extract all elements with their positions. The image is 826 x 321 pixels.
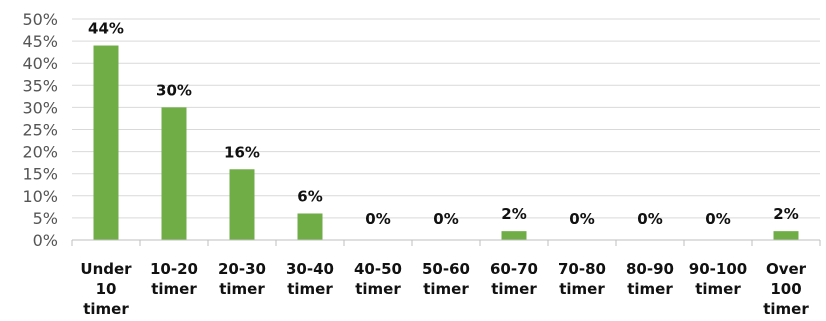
y-tick-label: 5%: [33, 209, 58, 228]
data-label: 44%: [88, 20, 124, 38]
y-tick-label: 50%: [22, 10, 58, 29]
y-axis: 0% 5% 10% 15% 20% 25% 30% 35% 40% 45% 50%: [22, 10, 58, 250]
category-label: 60-70 timer: [490, 260, 538, 298]
data-label: 0%: [365, 210, 390, 228]
data-label: 30%: [156, 81, 192, 99]
bar: [297, 213, 323, 240]
y-tick-label: 15%: [22, 165, 58, 184]
y-tick-label: 45%: [22, 32, 58, 51]
data-label: 0%: [433, 210, 458, 228]
bar: [161, 107, 187, 241]
y-tick-label: 35%: [22, 76, 58, 95]
y-tick-label: 40%: [22, 54, 58, 73]
category-label: 10-20 timer: [150, 260, 198, 298]
data-label: 6%: [297, 187, 322, 205]
y-tick-label: 20%: [22, 143, 58, 162]
bar: [501, 231, 527, 240]
category-label: 70-80 timer: [558, 260, 606, 298]
bars: [93, 45, 799, 241]
category-label: Under 10 timer: [80, 260, 132, 318]
data-labels: 44% 30% 16% 6% 0% 0% 2% 0% 0% 0% 2%: [88, 20, 799, 228]
data-label: 2%: [773, 205, 798, 223]
data-label: 0%: [569, 210, 594, 228]
bar: [229, 169, 255, 240]
category-label: 80-90 timer: [626, 260, 674, 298]
category-label: Over 100 timer: [763, 260, 809, 318]
y-tick-label: 0%: [33, 231, 58, 250]
y-tick-label: 25%: [22, 121, 58, 140]
data-label: 16%: [224, 143, 260, 161]
gridlines: [72, 18, 820, 241]
category-label: 90-100 timer: [689, 260, 747, 298]
category-label: 30-40 timer: [286, 260, 334, 298]
data-label: 0%: [637, 210, 662, 228]
data-label: 2%: [501, 205, 526, 223]
y-tick-label: 10%: [22, 187, 58, 206]
category-label: 20-30 timer: [218, 260, 266, 298]
x-axis: Under 10 timer 10-20 timer 20-30 timer 30-40 tim…: [71, 239, 821, 318]
category-label: 40-50 timer: [354, 260, 402, 298]
data-label: 0%: [705, 210, 730, 228]
y-tick-label: 30%: [22, 98, 58, 117]
bar: [93, 45, 119, 240]
category-label: 50-60 timer: [422, 260, 470, 298]
bar: [773, 231, 799, 240]
